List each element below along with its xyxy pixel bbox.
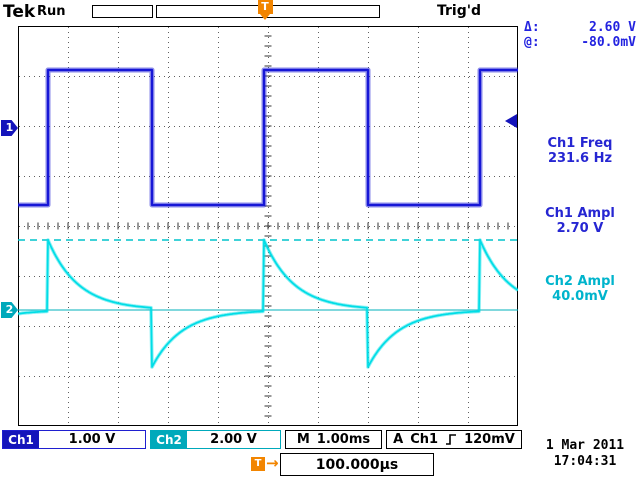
center-vertical-ticks <box>264 35 272 417</box>
ch2-reference-tag: 2 <box>1 302 18 318</box>
main-timebase-label: M <box>296 432 310 447</box>
date: 1 Mar 2011 <box>545 438 625 453</box>
trigger-level: 120mV <box>464 432 515 447</box>
at-label: @: <box>524 35 540 50</box>
trigger-position-record-marker: T <box>257 0 273 20</box>
datetime-readout: 1 Mar 2011 17:04:31 <box>535 438 635 470</box>
acquisition-status: Run <box>37 4 66 19</box>
waveform-display <box>17 26 520 426</box>
horizontal-delay-box: 100.000µs <box>280 453 434 476</box>
ch1-reference-tag: 1 <box>1 120 18 136</box>
trigger-level-arrow-icon <box>505 114 517 128</box>
right-arrow-icon: → <box>266 454 279 472</box>
ch2-badge: Ch2 <box>151 431 187 448</box>
horizontal-position-icon: T <box>250 457 266 471</box>
ch2-scale-box: Ch2 2.00 V <box>150 430 281 449</box>
clock: 17:04:31 <box>553 454 617 469</box>
measurement-name: Ch1 Freq <box>547 136 613 151</box>
delta-value: 2.60 V <box>589 20 636 35</box>
ch2-trace <box>17 239 519 368</box>
measurement-value: 231.6 Hz <box>547 151 613 166</box>
at-value: -80.0mV <box>581 35 636 50</box>
measurement-name: Ch1 Ampl <box>545 206 615 221</box>
measurement-ch1-freq: Ch1 Freq 231.6 Hz <box>520 136 640 166</box>
ch1-badge: Ch1 <box>3 431 39 448</box>
center-horizontal-ticks <box>27 222 509 230</box>
trigger-t-icon: T <box>257 0 273 14</box>
time-per-div: 1.00ms <box>316 432 371 447</box>
record-view-box-left <box>92 5 153 18</box>
cursor-at-readout: @: -80.0mV <box>524 35 636 50</box>
trigger-source: Ch1 <box>410 432 439 447</box>
measurement-ch1-ampl: Ch1 Ampl 2.70 V <box>520 206 640 236</box>
trigger-mode: A <box>393 432 404 447</box>
trigger-t-icon: T <box>251 457 265 471</box>
graticule-border <box>18 26 518 426</box>
delta-label: Δ: <box>524 20 540 35</box>
rising-slope-icon <box>446 434 457 445</box>
measurement-name: Ch2 Ampl <box>545 274 615 289</box>
trigger-settings-box: A Ch1 120mV <box>386 430 522 449</box>
ch1-volts-per-div: 1.00 V <box>68 432 116 447</box>
measurement-ch2-ampl: Ch2 Ampl 40.0mV <box>520 274 640 304</box>
ch2-volts-per-div: 2.00 V <box>210 432 257 447</box>
tek-logo: Tek <box>3 2 36 22</box>
measurement-value: 40.0mV <box>552 289 608 304</box>
trigger-status: Trig'd <box>437 3 482 19</box>
graticule <box>17 26 520 426</box>
cursor-delta-readout: Δ: 2.60 V <box>524 20 636 35</box>
timebase-box: M 1.00ms <box>285 430 382 449</box>
measurement-value: 2.70 V <box>556 221 604 236</box>
ch1-scale-box: Ch1 1.00 V <box>2 430 146 449</box>
down-arrow-icon <box>260 14 270 20</box>
ch1-trace <box>18 68 518 207</box>
cursor-readouts: Δ: 2.60 V @: -80.0mV <box>524 20 636 50</box>
